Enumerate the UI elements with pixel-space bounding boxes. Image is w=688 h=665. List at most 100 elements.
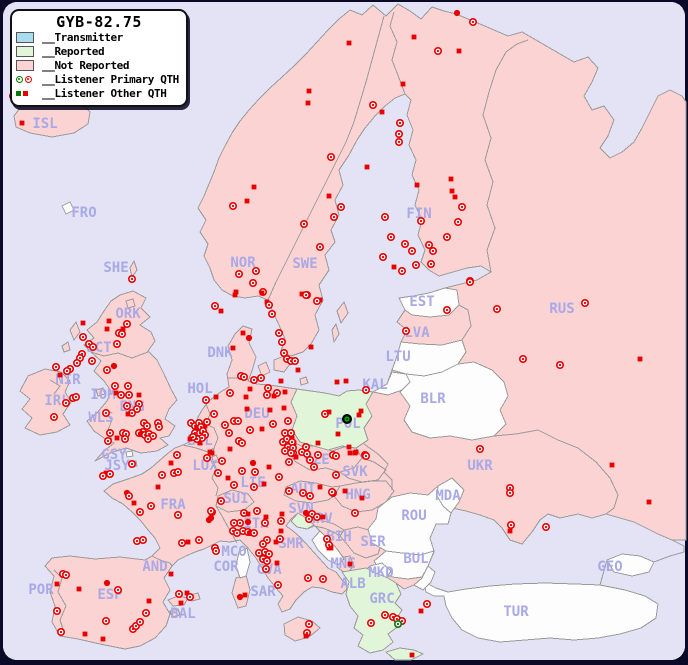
listener-other-qth-red-marker [449, 188, 455, 194]
orkney [125, 298, 136, 309]
listener-other-qth-red-marker [452, 194, 458, 200]
listener-primary-qth-red-marker [128, 274, 137, 283]
reported-swatch [16, 46, 34, 57]
listener-other-qth-red-marker [266, 464, 272, 470]
listener-dot-red-marker [249, 459, 257, 467]
listener-other-qth-red-marker [136, 392, 142, 398]
listener-primary-qth-red-marker [106, 469, 115, 478]
reported-swatch [16, 46, 42, 57]
legend-circle-icon [16, 76, 23, 83]
listener-primary-qth-red-marker [304, 619, 313, 628]
country-georgia [606, 553, 655, 577]
listener-primary-qth-red-marker [506, 520, 515, 529]
legend-item-label: __Listener Primary QTH [42, 73, 179, 86]
listener-dot-red-marker [110, 362, 118, 370]
listener-other-qth-red-marker [184, 590, 190, 596]
listener-primary-qth-red-marker [284, 486, 293, 495]
country-label-ork: ORK [115, 306, 141, 322]
listener-primary-qth-red-marker [277, 337, 286, 346]
listener-other-qth-red-marker [242, 592, 248, 598]
listener-primary-qth-red-marker [234, 416, 243, 425]
country-label-mco: MCO [221, 544, 246, 560]
listener-primary-qth-red-marker [144, 434, 153, 443]
country-label-lux: LUX [192, 458, 218, 474]
listener-primary-qth-red-marker [250, 482, 259, 491]
listener-primary-qth-red-marker [139, 535, 148, 544]
listener-other-qth-red-marker [278, 528, 284, 534]
listener-primary-qth-red-marker [123, 401, 132, 410]
transmitter-swatch [16, 32, 42, 43]
listener-other-squares [16, 91, 42, 96]
listener-primary-qth-red-marker [195, 535, 204, 544]
legend-circle-icon [25, 76, 32, 83]
listener-other-qth-red-marker [507, 528, 513, 534]
listener-primary-qth-red-marker [580, 298, 589, 307]
listener-other-qth-red-marker [282, 389, 288, 395]
listener-primary-qth-red-marker [273, 580, 282, 589]
listener-primary-qth-red-marker [61, 570, 70, 579]
listener-primary-qth-red-marker [361, 451, 370, 460]
listener-primary-qth-red-marker [106, 428, 115, 437]
listener-primary-qth-red-marker [518, 354, 527, 363]
listener-other-qth-red-marker [281, 405, 287, 411]
legend-square-icon [23, 91, 28, 96]
country-label-svk: SVK [342, 464, 368, 480]
listener-primary-qth-red-marker [52, 606, 61, 615]
listener-primary-qth-red-marker [56, 627, 65, 636]
country-label-ukr: UKR [467, 458, 493, 474]
listener-other-qth-red-marker [271, 393, 277, 399]
listener-primary-qth-red-marker [123, 319, 132, 328]
listener-primary-qth-red-marker [395, 119, 404, 128]
listener-other-qth-red-marker [347, 450, 353, 456]
listener-other-qth-red-marker [326, 409, 332, 415]
country-greece [341, 567, 405, 654]
listener-primary-qth-red-marker [238, 466, 247, 475]
listener-primary-qth-red-marker [312, 512, 321, 521]
listener-primary-qth-red-marker [475, 444, 484, 453]
country-label-iom: IOM [90, 387, 115, 403]
listener-primary-qth-red-marker [426, 259, 435, 268]
country-label-mne: MNE [330, 556, 355, 572]
listener-other-qth-red-marker [273, 539, 279, 545]
listener-primary-qth-red-marker [226, 388, 235, 397]
legend-item: __Reported [16, 45, 182, 58]
border-finland-russia [482, 39, 529, 273]
legend-item-label: __Listener Other QTH [42, 87, 167, 100]
listener-primary-qth-red-marker [305, 491, 314, 500]
legend-item-label: __Not Reported [42, 59, 130, 72]
country-label-est: EST [409, 294, 434, 310]
listener-other-qth-red-marker [76, 586, 82, 592]
listener-primary-qth-red-marker [397, 266, 406, 275]
listener-other-qth-red-marker [391, 264, 397, 270]
listener-primary-qth-red-marker [262, 556, 271, 565]
listener-other-qth-red-marker [243, 394, 249, 400]
listener-dot-red-marker [302, 509, 310, 517]
listener-primary-qth-red-marker [261, 564, 270, 573]
country-label-ser: SER [360, 534, 386, 550]
listener-other-qth-red-marker [103, 470, 109, 476]
listener-primary-qth-red-marker [217, 496, 226, 505]
listener-other-qth-red-marker [82, 631, 88, 637]
listener-other-qth-red-marker [418, 608, 424, 614]
listener-other-qth-red-marker [113, 390, 119, 396]
listener-primary-qth-red-marker [133, 404, 142, 413]
listener-primary-qth-red-marker [229, 202, 238, 211]
listener-other-qth-red-marker [414, 182, 420, 188]
listener-primary-qth-red-marker [174, 467, 183, 476]
country-label-lva: LVA [404, 325, 430, 341]
listener-primary-qth-red-marker [442, 305, 451, 314]
listener-primary-qth-red-marker [505, 488, 514, 497]
listener-primary-qth-red-marker [331, 451, 340, 460]
listener-other-qth-red-marker [342, 488, 348, 494]
transmitter-marker [342, 414, 352, 424]
country-label-rou: ROU [401, 508, 426, 524]
listener-primary-qth-red-marker [326, 153, 335, 162]
border-france-italy [215, 505, 238, 544]
corsica [235, 547, 251, 579]
listener-primary-qth-red-marker [286, 448, 295, 457]
listener-primary-qth-red-marker [312, 296, 321, 305]
listener-primary-qth-red-marker [329, 213, 338, 222]
country-label-mkd: MKD [368, 565, 393, 581]
listener-primary-qth-red-marker [174, 510, 183, 519]
